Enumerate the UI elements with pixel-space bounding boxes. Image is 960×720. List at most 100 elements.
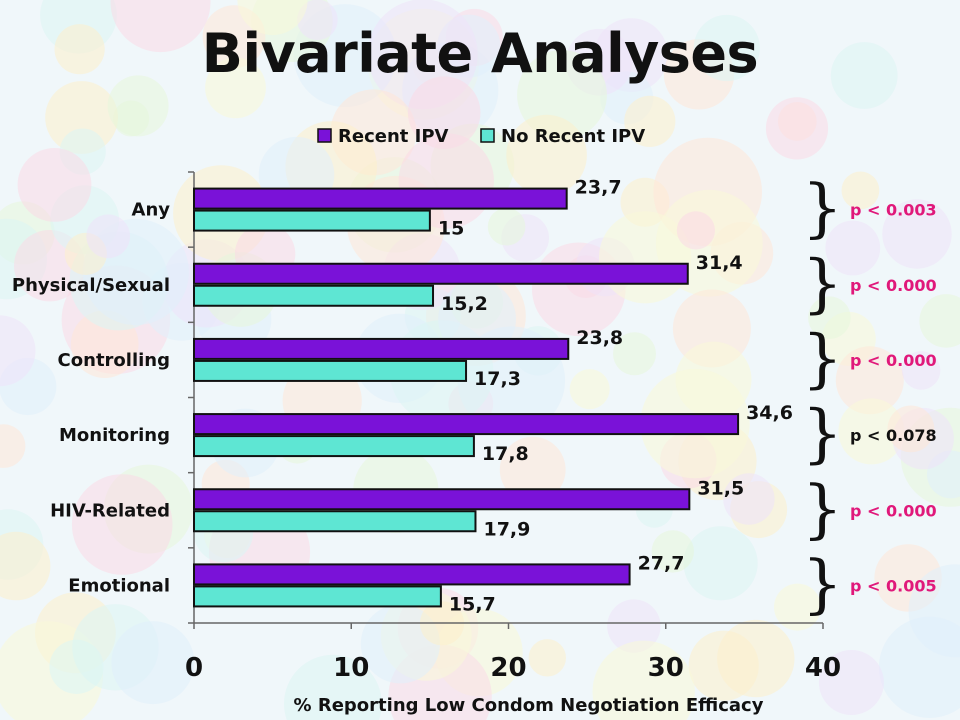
background-circle [830, 42, 898, 109]
legend-label: Recent IPV [338, 126, 449, 147]
background-circle [499, 436, 566, 503]
background-circle [0, 531, 51, 601]
background-circle [569, 369, 610, 410]
x-tick-label: 40 [805, 653, 841, 683]
background-circle [205, 57, 266, 119]
data-label: 17,3 [474, 368, 521, 390]
bar [193, 488, 691, 511]
bar [193, 413, 740, 436]
category-label: Controlling [58, 350, 170, 371]
background-circle [688, 630, 759, 701]
background-circle [0, 315, 36, 387]
bar [193, 209, 431, 232]
page-title: Bivariate Analyses [201, 22, 759, 85]
data-label: 15,2 [441, 293, 488, 315]
background-circle [110, 0, 211, 53]
background-circle [765, 97, 829, 160]
bar [193, 187, 568, 210]
background-circle [284, 654, 382, 720]
background-circle [0, 424, 26, 468]
x-axis-label: % Reporting Low Condom Negotiation Effic… [294, 695, 764, 716]
bar [193, 284, 435, 307]
data-label: 34,6 [746, 402, 793, 424]
background-circle [607, 599, 661, 653]
bar [193, 435, 475, 458]
bar [193, 563, 631, 586]
background-circle [506, 114, 587, 196]
bar [193, 359, 468, 382]
background-circle [237, 0, 308, 36]
background-circle [841, 171, 880, 210]
data-label: 15 [438, 218, 464, 240]
background-circle [45, 81, 118, 154]
data-label: 23,8 [576, 327, 623, 349]
legend-swatch [317, 128, 332, 143]
p-value-label: p < 0.003 [850, 201, 937, 220]
data-label: 17,9 [483, 518, 530, 540]
background-circle [624, 95, 676, 147]
background-circle [297, 0, 338, 41]
background-circle [901, 351, 941, 390]
background-circle [919, 294, 960, 348]
background-circle [407, 76, 481, 149]
background-circle [882, 199, 952, 269]
brace-symbol: } [802, 547, 843, 621]
background-circle [693, 14, 760, 82]
data-label: 15,7 [449, 593, 496, 615]
background-circle [71, 474, 173, 575]
data-label: 31,5 [697, 477, 744, 499]
legend-swatch [480, 128, 495, 143]
p-value-label: p < 0.078 [850, 426, 937, 445]
bar [193, 585, 442, 608]
background-circle [54, 24, 105, 75]
background-circle [825, 220, 881, 276]
bar [193, 262, 689, 285]
x-tick-label: 0 [185, 653, 203, 683]
category-label: Physical/Sexual [12, 275, 170, 296]
background-circle [683, 526, 758, 601]
p-value-label: p < 0.000 [850, 501, 937, 520]
data-label: 23,7 [575, 177, 622, 199]
background-circle [808, 296, 851, 340]
background-circle [17, 148, 92, 222]
background-circle [111, 621, 195, 705]
background-circle [723, 473, 775, 525]
background-circle [86, 214, 131, 259]
background-circle [676, 211, 716, 250]
x-tick-label: 20 [490, 653, 526, 683]
background-circle [651, 530, 694, 573]
bar [193, 510, 477, 533]
p-value-label: p < 0.005 [850, 576, 937, 595]
p-value-label: p < 0.000 [850, 276, 937, 295]
background-circle [818, 650, 884, 715]
x-tick-label: 10 [333, 653, 369, 683]
brace-symbol: } [802, 472, 843, 546]
background-circle [838, 398, 905, 465]
background-circle [487, 207, 526, 246]
category-label: Emotional [68, 575, 170, 596]
x-tick-label: 30 [648, 653, 684, 683]
brace-symbol: } [802, 322, 843, 396]
background-circle [675, 341, 752, 418]
background-circle [613, 332, 656, 376]
background-circle [528, 639, 566, 677]
bar [193, 337, 570, 360]
brace-symbol: } [802, 247, 843, 321]
brace-symbol: } [802, 172, 843, 246]
category-label: Monitoring [59, 425, 170, 446]
background-circle [774, 583, 821, 631]
data-label: 27,7 [638, 552, 685, 574]
background-circle [107, 75, 169, 137]
background-circle [835, 346, 904, 415]
data-label: 31,4 [696, 252, 743, 274]
category-label: HIV-Related [50, 500, 170, 521]
p-value-label: p < 0.000 [850, 351, 937, 370]
brace-symbol: } [802, 397, 843, 471]
background-circle [908, 564, 960, 658]
legend-label: No Recent IPV [501, 126, 645, 147]
data-label: 17,8 [482, 443, 529, 465]
background-circle [887, 405, 935, 453]
background-circle [592, 640, 695, 720]
